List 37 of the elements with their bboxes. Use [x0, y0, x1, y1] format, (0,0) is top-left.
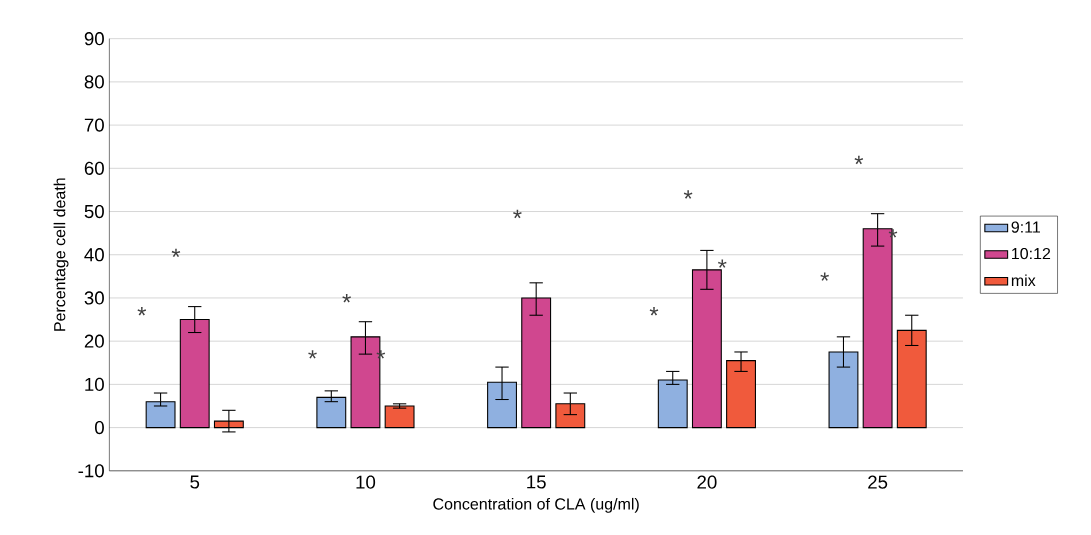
y-tick-label: 60 — [84, 161, 104, 175]
y-tick-label: 90 — [84, 32, 104, 46]
x-tick-label: 10 — [356, 475, 376, 489]
annotation: * — [854, 155, 864, 165]
annotation: * — [820, 272, 829, 281]
y-axis-title: Percentage cell death — [53, 178, 69, 331]
annotation: * — [342, 294, 351, 303]
annotation: * — [376, 350, 386, 359]
y-tick-label: 70 — [84, 118, 104, 132]
annotation: * — [649, 307, 659, 316]
annotation: * — [308, 350, 317, 359]
y-tick-label: 10 — [85, 377, 104, 392]
annotation: * — [683, 190, 693, 199]
annotation: * — [137, 307, 147, 316]
x-tick-label: 5 — [190, 475, 200, 489]
x-tick-label: 25 — [868, 475, 888, 489]
x-tick-label: 20 — [697, 475, 717, 489]
y-tick-label: 30 — [84, 291, 104, 305]
y-tick-label: 20 — [84, 334, 104, 348]
y-tick-label: 50 — [84, 204, 104, 219]
legend-label: 9:11 — [1011, 221, 1040, 233]
y-tick-label: 80 — [84, 75, 104, 89]
y-tick-label: 0 — [95, 421, 104, 435]
y-tick-label: -10 — [78, 464, 104, 478]
y-tick-label: 40 — [84, 248, 104, 262]
bar — [896, 329, 927, 429]
annotation: * — [717, 259, 727, 268]
bar — [316, 396, 347, 429]
x-axis-title: Concentration of CLA (ug/ml) — [433, 497, 639, 513]
x-tick-label: 15 — [527, 475, 546, 489]
annotation: * — [171, 248, 181, 258]
legend-label: mix — [1011, 274, 1036, 287]
annotation: * — [888, 229, 898, 238]
bar — [487, 381, 517, 429]
legend-label: 10:12 — [1012, 248, 1051, 260]
bar — [384, 405, 415, 429]
annotation: * — [513, 209, 522, 219]
